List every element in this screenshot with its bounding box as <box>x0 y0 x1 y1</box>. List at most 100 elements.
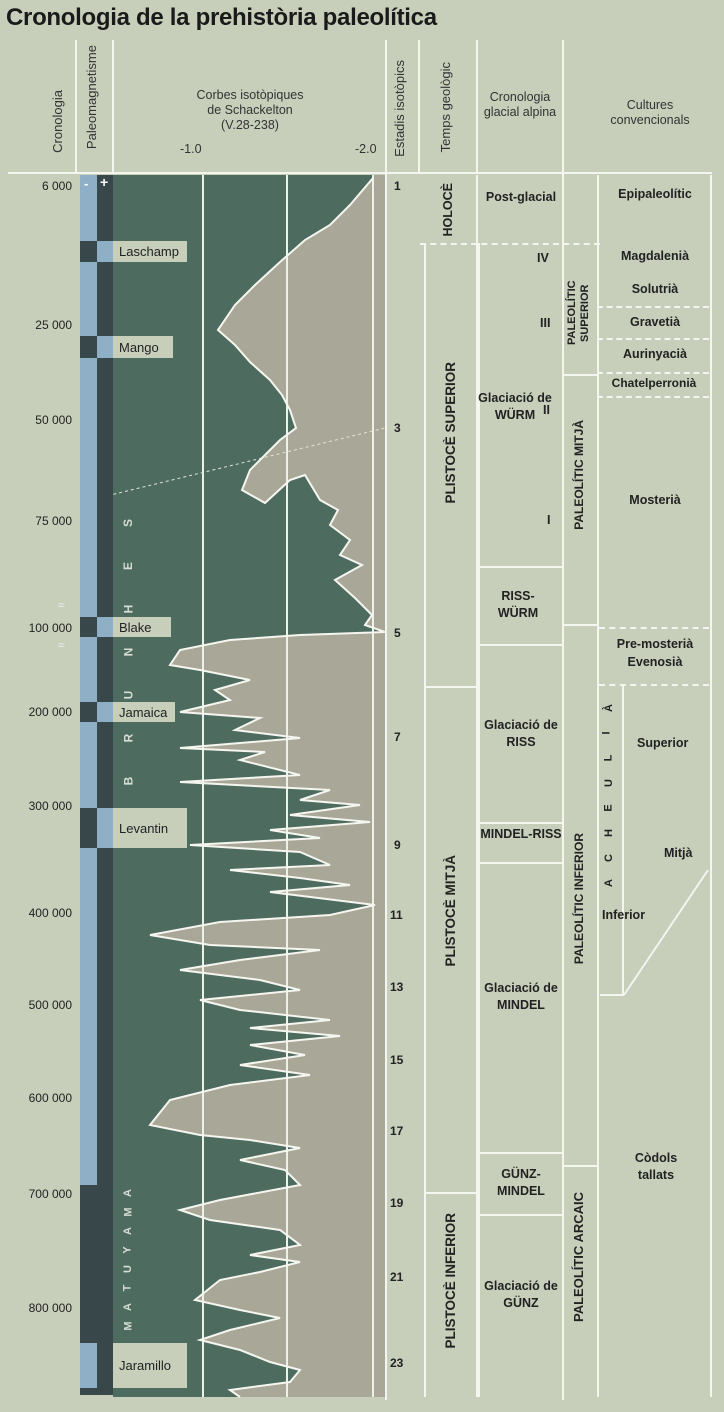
diagram-title: Cronologia de la prehistòria paleolítica <box>6 4 437 31</box>
epoch-letter: H <box>602 829 615 837</box>
glacial-riss-wurm: RISS-WÜRM <box>497 589 539 620</box>
header-corbes-line1: Corbes isotòpiques <box>196 88 304 102</box>
epoch-letter: A <box>602 879 615 887</box>
stage-label: 23 <box>390 1356 404 1370</box>
age-label: 500 000 <box>28 998 72 1012</box>
column-divider <box>424 243 426 1397</box>
header-divider <box>418 40 420 172</box>
event-blake: Blake <box>113 617 171 637</box>
epoch-letter: I <box>600 731 613 735</box>
age-label: 6 000 <box>41 179 72 193</box>
reversal-stripe <box>97 808 113 848</box>
acheulia-boundary <box>600 994 624 996</box>
reversal-stripe <box>97 617 113 637</box>
age-label: 400 000 <box>28 906 72 920</box>
column-divider <box>562 40 564 1400</box>
period-boundary <box>562 624 597 626</box>
glacial-post: Post-glacial <box>485 190 557 204</box>
age-label: 200 000 <box>28 705 72 719</box>
jaramillo-stripe <box>80 1343 97 1388</box>
wurm-phase: II <box>543 403 550 417</box>
culture-boundary <box>599 627 709 629</box>
culture-magdalenia: Magdalenià <box>620 249 690 263</box>
reversal-stripe <box>80 241 97 262</box>
glacial-boundary <box>478 566 562 568</box>
culture-boundary <box>597 338 709 340</box>
stage-label: 13 <box>390 980 404 994</box>
period-boundary <box>562 1165 597 1167</box>
stage-label: 21 <box>390 1270 404 1284</box>
reversal-stripe <box>97 241 113 262</box>
age-label: 25 000 <box>35 318 72 332</box>
event-mango: Mango <box>113 336 173 358</box>
reversal-stripe <box>80 808 97 848</box>
culture-epipaleolitic: Epipaleolític <box>618 187 692 201</box>
event-jamaica: Jamaica <box>113 702 175 722</box>
epoch-letter: U <box>602 779 615 787</box>
glacial-mindel: Glaciació de MINDEL <box>484 981 558 1012</box>
culture-boundary <box>597 372 709 374</box>
epoch-boundary <box>424 1192 478 1194</box>
glacial-gunz: Glaciació de GÜNZ <box>484 1279 558 1310</box>
reversal-stripe <box>97 336 113 358</box>
stage-label: 7 <box>394 730 401 744</box>
culture-mosteria: Mosterià <box>629 493 681 507</box>
wurm-phase: III <box>540 316 551 330</box>
stage-label: 3 <box>394 421 401 435</box>
epoch-letter: À <box>602 704 615 712</box>
stage-label: 5 <box>394 626 401 640</box>
culture-acheulia-superior: Superior <box>637 736 689 750</box>
column-divider <box>385 40 387 1400</box>
stage-label: 11 <box>390 908 403 922</box>
stage-label: 15 <box>390 1053 404 1067</box>
stage-label: 9 <box>394 838 401 852</box>
glacial-wurm: Glaciació de WÜRM <box>478 391 552 422</box>
header-divider <box>476 40 478 172</box>
minus-polarity-label: - <box>84 176 89 191</box>
culture-aurinyacia: Aurinyacià <box>623 347 687 361</box>
tick-minus-1: -1.0 <box>180 142 202 156</box>
period-boundary <box>562 374 597 376</box>
header-cultures: Cultures convencionals <box>610 98 690 127</box>
age-label: 300 000 <box>28 799 72 813</box>
normal-polarity-bar <box>80 175 97 1185</box>
column-divider <box>597 175 599 1397</box>
epoch-boundary <box>424 686 478 688</box>
column-divider <box>478 243 480 1397</box>
culture-boundary <box>599 684 709 686</box>
glacial-boundary <box>478 1214 562 1216</box>
tick-minus-2: -2.0 <box>355 142 377 156</box>
event-jaramillo: Jaramillo <box>113 1343 187 1388</box>
correlation-dashed-line <box>89 427 386 501</box>
glacial-mindel-riss: MINDEL-RISS <box>480 827 562 841</box>
glacial-riss: Glaciació de RISS <box>484 718 558 749</box>
age-label: 700 000 <box>28 1187 72 1201</box>
glacial-boundary <box>478 644 562 646</box>
event-laschamp: Laschamp <box>113 241 187 262</box>
header-glacial: Cronologia glacial alpina <box>483 90 557 119</box>
age-label: 100 000 <box>28 621 72 635</box>
culture-boundary <box>597 396 709 398</box>
header-corbes-line2: de Schackelton <box>207 103 293 117</box>
culture-pre-mosteria: Pre-mosterià <box>616 637 694 651</box>
header-divider <box>75 40 77 172</box>
culture-codols-tallats: Còdols tallats <box>634 1151 678 1182</box>
reversal-stripe <box>97 702 113 722</box>
epoch-letter: C <box>602 854 615 862</box>
culture-acheulia-inferior: Inferior <box>602 908 646 922</box>
age-label: 800 000 <box>28 1301 72 1315</box>
reverse-polarity-bar <box>97 175 113 1185</box>
age-label: 75 000 <box>35 514 72 528</box>
scale-break-icon: ≈ <box>58 598 65 612</box>
culture-gravetia: Gravetià <box>629 315 681 329</box>
glacial-boundary <box>478 862 562 864</box>
header-rule <box>8 172 712 174</box>
header-corbes: Corbes isotòpiques de Schackelton (V.28-… <box>150 88 350 133</box>
culture-evenosia: Evenosià <box>627 655 683 669</box>
epoch-letter: L <box>602 754 615 762</box>
wurm-phase: IV <box>537 251 549 265</box>
age-label: 50 000 <box>35 413 72 427</box>
